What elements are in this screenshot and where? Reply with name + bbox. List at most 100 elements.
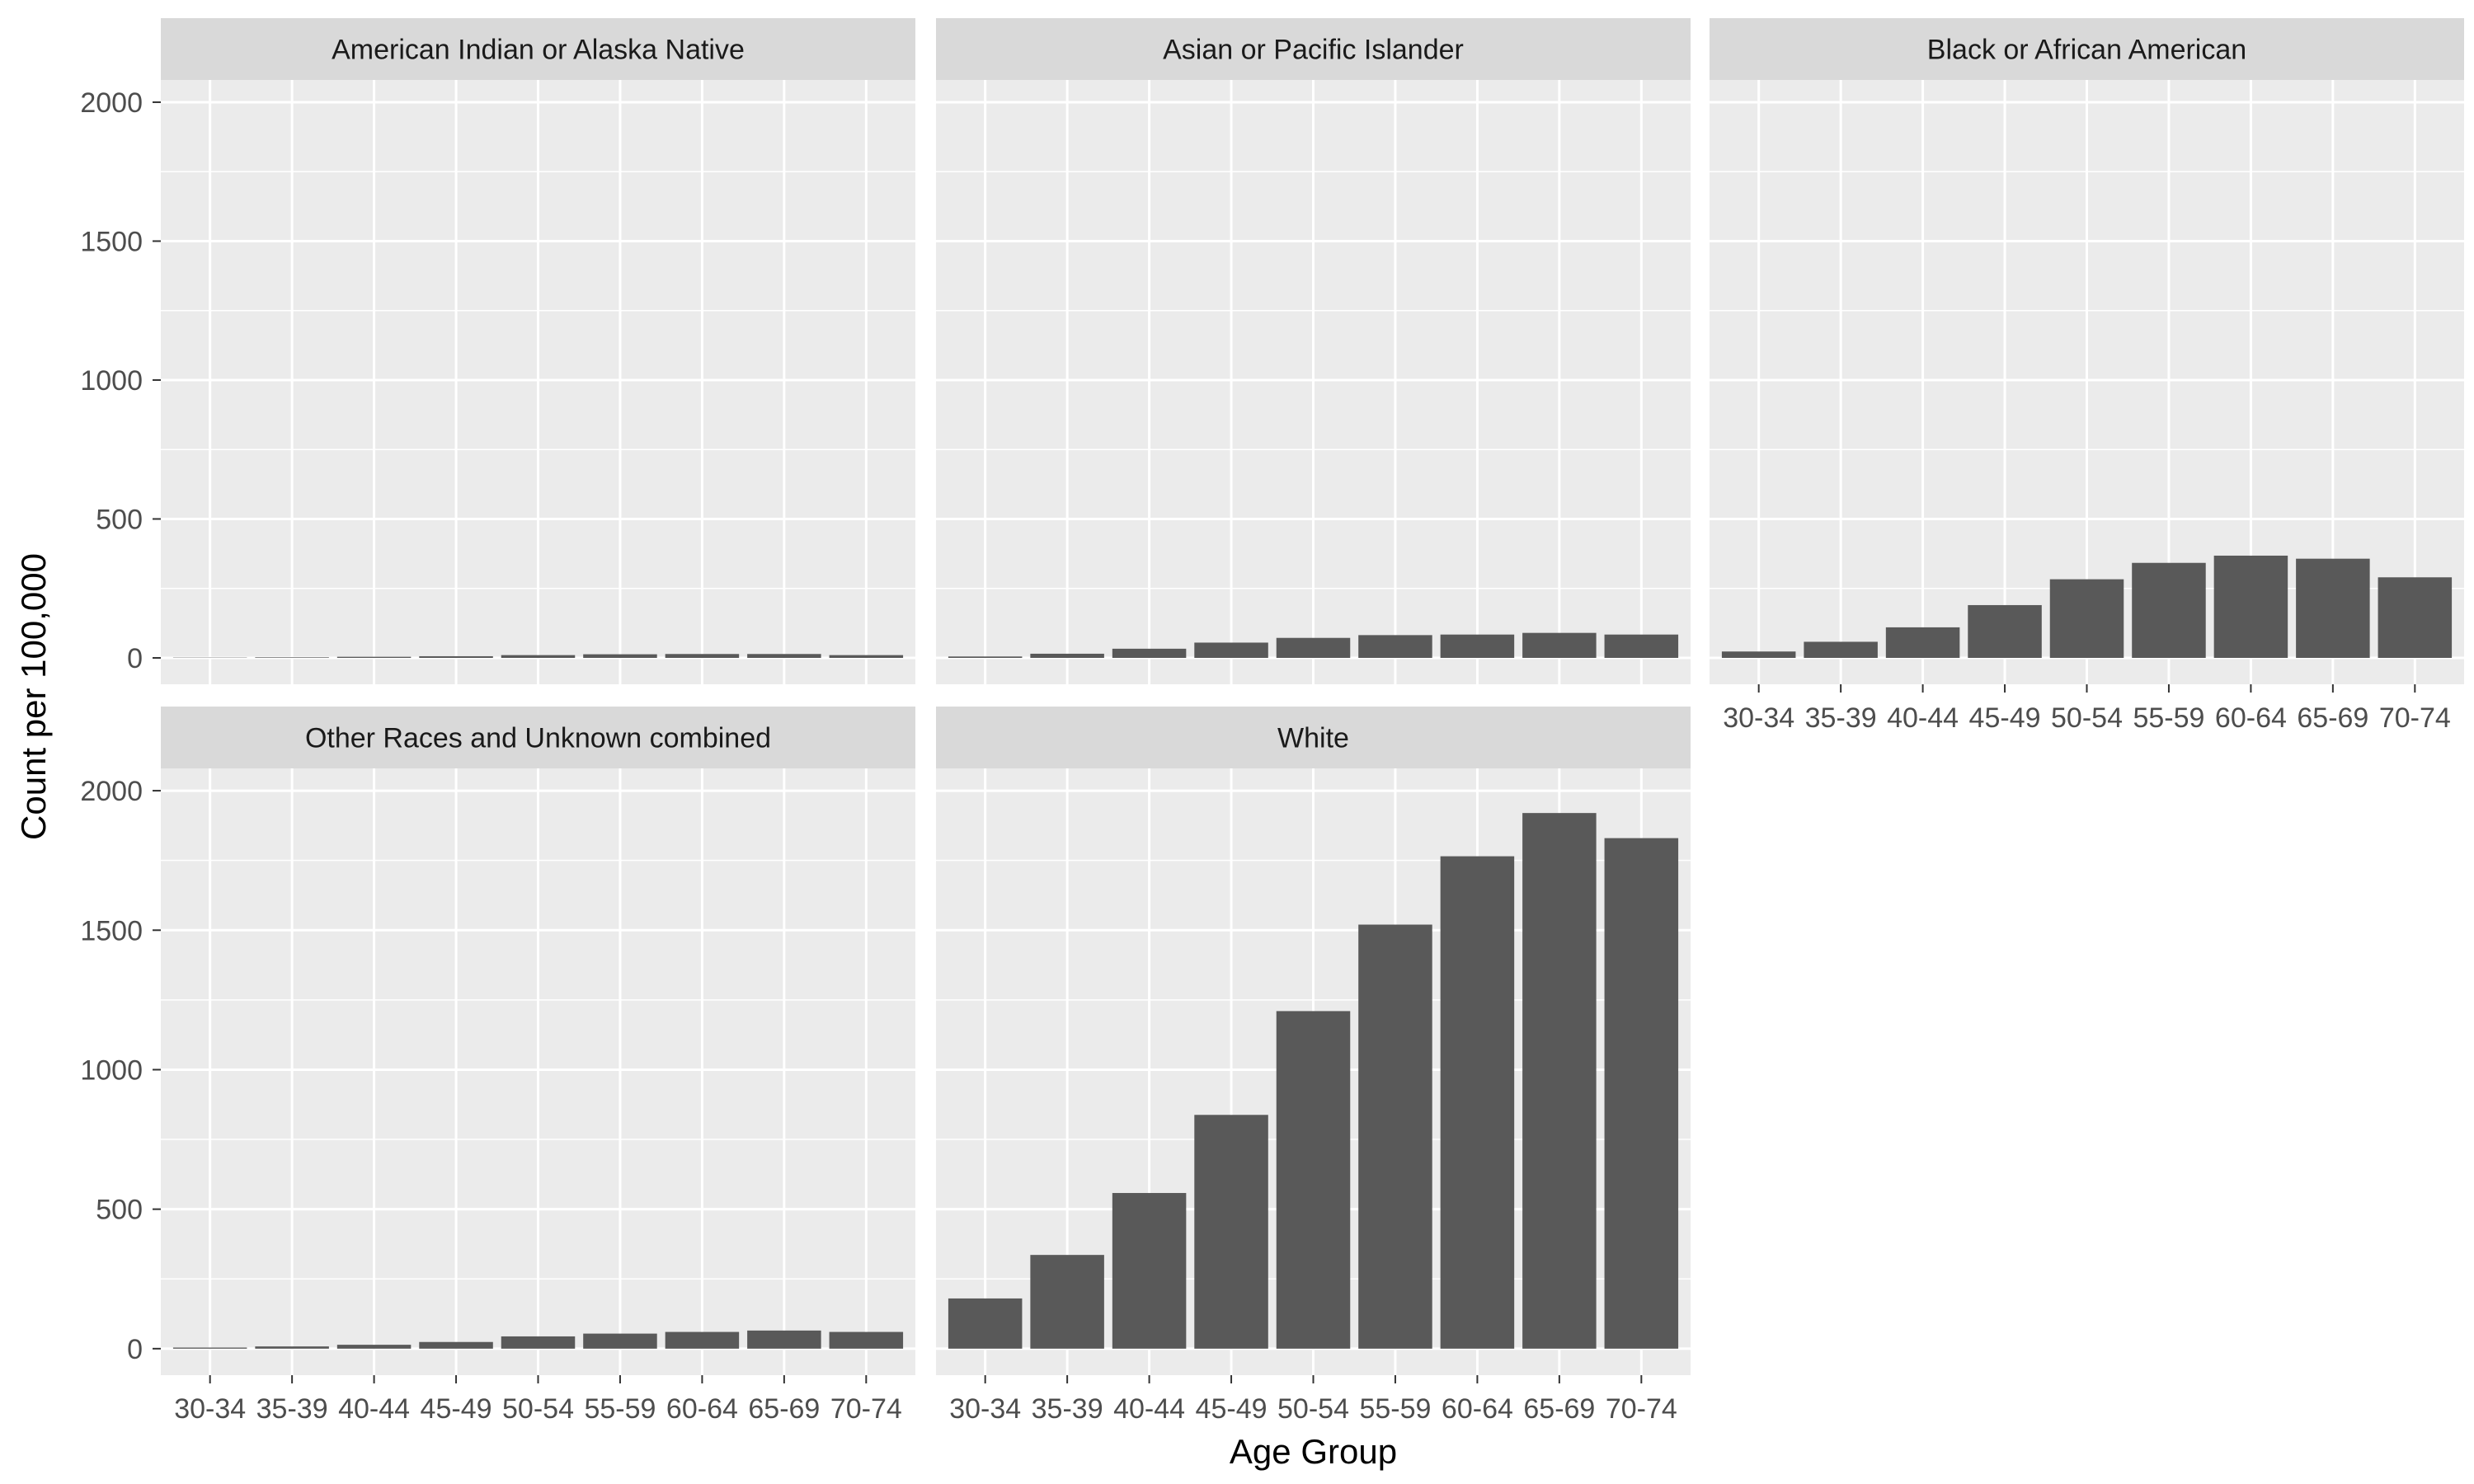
bar-american-indian-or-alaska-native-65-69 [747, 654, 821, 658]
x-tick-label: 50-54 [502, 1393, 574, 1425]
strip-background [936, 707, 1691, 768]
x-tick-label: 70-74 [830, 1393, 902, 1425]
bar-black-or-african-american-40-44 [1885, 627, 1960, 658]
x-tick-label: 40-44 [1113, 1393, 1185, 1425]
bar-american-indian-or-alaska-native-70-74 [829, 655, 904, 658]
x-tick-label: 40-44 [338, 1393, 410, 1425]
bar-american-indian-or-alaska-native-45-49 [419, 655, 493, 658]
bar-white-35-39 [1030, 1255, 1104, 1349]
bar-black-or-african-american-50-54 [2049, 579, 2124, 658]
bar-black-or-african-american-35-39 [1804, 641, 1878, 658]
bar-asian-or-pacific-islander-30-34 [948, 656, 1023, 658]
x-tick-label: 50-54 [1277, 1393, 1349, 1425]
y-tick-label: 2000 [80, 87, 143, 119]
panel-title: Other Races and Unknown combined [305, 723, 771, 754]
panel-title: Black or African American [1927, 35, 2246, 66]
bar-asian-or-pacific-islander-50-54 [1276, 637, 1351, 658]
bar-asian-or-pacific-islander-35-39 [1030, 653, 1104, 658]
bar-american-indian-or-alaska-native-35-39 [255, 657, 329, 658]
bar-asian-or-pacific-islander-40-44 [1112, 648, 1187, 658]
x-tick-label: 60-64 [2215, 702, 2287, 734]
y-tick-label: 500 [96, 1195, 143, 1226]
y-tick-label: 1000 [80, 365, 143, 397]
bar-asian-or-pacific-islander-70-74 [1604, 634, 1679, 658]
bar-other-races-and-unknown-combined-45-49 [419, 1341, 493, 1349]
bar-white-60-64 [1440, 856, 1515, 1349]
panel-title: White [1277, 723, 1349, 754]
strip-background [936, 18, 1691, 80]
bar-white-50-54 [1276, 1011, 1351, 1349]
x-tick-label: 50-54 [2051, 702, 2123, 734]
bar-other-races-and-unknown-combined-65-69 [747, 1330, 821, 1349]
y-tick-label: 2000 [80, 776, 143, 807]
panel-white: White 30-34 35-39 40-44 45-49 50-54 55-59 60-64… [936, 707, 1691, 1425]
strip-background [161, 707, 915, 768]
bar-other-races-and-unknown-combined-60-64 [665, 1331, 740, 1349]
bar-black-or-african-american-70-74 [2378, 577, 2453, 658]
bar-black-or-african-american-65-69 [2296, 558, 2370, 658]
panel-american-indian-or-alaska-native: American Indian or Alaska Native 0 500 1000… [80, 18, 915, 684]
x-tick-label: 45-49 [421, 1393, 492, 1425]
x-tick-label: 40-44 [1887, 702, 1959, 734]
x-tick-label: 30-34 [174, 1393, 246, 1425]
panels-layer: American Indian or Alaska Native 0 500 1000… [80, 18, 2464, 1425]
bar-black-or-african-american-60-64 [2213, 555, 2288, 658]
x-axis-title: Age Group [1230, 1432, 1397, 1471]
panel-black-or-african-american: Black or African American 30-34 35-39 40-44… [1710, 18, 2464, 734]
x-tick-label: 35-39 [1032, 1393, 1103, 1425]
x-tick-label: 45-49 [1196, 1393, 1268, 1425]
bar-other-races-and-unknown-combined-40-44 [336, 1345, 412, 1349]
y-axis-title: Count per 100,000 [14, 553, 53, 840]
x-tick-label: 45-49 [1969, 702, 2041, 734]
x-tick-label: 65-69 [2297, 702, 2368, 734]
strip-background [161, 18, 915, 80]
bar-other-races-and-unknown-combined-70-74 [829, 1331, 904, 1349]
y-tick-label: 500 [96, 504, 143, 535]
x-tick-label: 35-39 [1805, 702, 1877, 734]
bar-black-or-african-american-30-34 [1721, 651, 1796, 658]
y-tick-label: 1500 [80, 915, 143, 946]
bar-american-indian-or-alaska-native-40-44 [336, 656, 412, 658]
bar-white-70-74 [1604, 838, 1679, 1349]
x-tick-label: 70-74 [1606, 1393, 1677, 1425]
bar-white-45-49 [1194, 1115, 1268, 1349]
x-tick-label: 30-34 [1723, 702, 1794, 734]
panel-asian-or-pacific-islander: Asian or Pacific Islander [936, 18, 1691, 684]
x-tick-label: 65-69 [1523, 1393, 1595, 1425]
x-tick-label: 35-39 [256, 1393, 328, 1425]
bar-white-30-34 [948, 1298, 1023, 1349]
bar-white-65-69 [1522, 813, 1597, 1349]
bar-american-indian-or-alaska-native-50-54 [501, 655, 576, 658]
bar-asian-or-pacific-islander-45-49 [1194, 642, 1268, 658]
y-tick-label: 1500 [80, 226, 143, 257]
y-tick-label: 1000 [80, 1054, 143, 1086]
panel-title: Asian or Pacific Islander [1163, 35, 1464, 66]
bar-other-races-and-unknown-combined-50-54 [501, 1336, 576, 1349]
bar-black-or-african-american-45-49 [1968, 604, 2042, 658]
x-tick-label: 30-34 [949, 1393, 1021, 1425]
x-tick-label: 55-59 [2133, 702, 2204, 734]
bar-asian-or-pacific-islander-55-59 [1358, 635, 1432, 658]
bar-black-or-african-american-55-59 [2132, 562, 2206, 658]
x-tick-label: 65-69 [748, 1393, 820, 1425]
bar-asian-or-pacific-islander-65-69 [1522, 632, 1597, 658]
bar-other-races-and-unknown-combined-30-34 [172, 1347, 247, 1349]
strip-background [1710, 18, 2464, 80]
bar-american-indian-or-alaska-native-60-64 [665, 654, 740, 658]
y-tick-label: 0 [127, 643, 143, 674]
bar-white-55-59 [1358, 924, 1432, 1349]
x-tick-label: 70-74 [2379, 702, 2451, 734]
bar-white-40-44 [1112, 1193, 1187, 1349]
x-tick-label: 60-64 [1442, 1393, 1513, 1425]
bar-asian-or-pacific-islander-60-64 [1440, 634, 1515, 658]
x-tick-label: 55-59 [584, 1393, 656, 1425]
bar-american-indian-or-alaska-native-55-59 [583, 654, 657, 658]
bar-other-races-and-unknown-combined-35-39 [255, 1346, 329, 1349]
panel-other-races-and-unknown-combined: Other Races and Unknown combined 0 500 1000… [80, 707, 915, 1425]
y-tick-label: 0 [127, 1334, 143, 1365]
x-tick-label: 60-64 [666, 1393, 738, 1425]
x-tick-label: 55-59 [1359, 1393, 1431, 1425]
panel-title: American Indian or Alaska Native [332, 35, 745, 66]
bar-other-races-and-unknown-combined-55-59 [583, 1333, 657, 1349]
